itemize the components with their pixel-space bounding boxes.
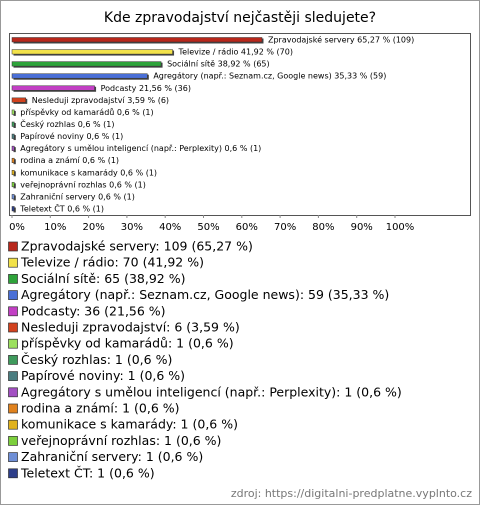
legend-label: příspěvky od kamarádů: 1 (0,6 %) bbox=[21, 336, 234, 351]
x-tick-label: 20% bbox=[82, 222, 104, 233]
bar-label: komunikace s kamarády 0,6 % (1) bbox=[20, 168, 157, 177]
source: zdroj: https://digitalni-predplatne.vypl… bbox=[231, 487, 472, 500]
legend-label: Český rozhlas: 1 (0,6 %) bbox=[21, 352, 172, 367]
legend-swatch bbox=[8, 371, 18, 381]
legend-label: Sociální sítě: 65 (38,92 %) bbox=[21, 271, 185, 286]
bar bbox=[11, 61, 162, 67]
legend-label: Televize / rádio: 70 (41,92 %) bbox=[20, 255, 204, 270]
legend-label: Agregátory (např.: Seznam.cz, Google new… bbox=[21, 287, 389, 302]
x-tick-label: 80% bbox=[312, 222, 334, 233]
legend-label: rodina a známí: 1 (0,6 %) bbox=[21, 401, 180, 416]
x-tick-label: 30% bbox=[121, 222, 143, 233]
legend-swatch bbox=[8, 274, 18, 284]
legend-label: Zpravodajské servery: 109 (65,27 %) bbox=[21, 239, 253, 254]
bar-shadow bbox=[13, 122, 16, 128]
bar bbox=[11, 133, 15, 139]
bar bbox=[11, 37, 263, 43]
bar bbox=[11, 97, 26, 103]
bar bbox=[11, 170, 15, 176]
bar bbox=[11, 206, 15, 212]
bar-label: Zpravodajské servery 65,27 % (109) bbox=[268, 35, 414, 45]
legend-swatch bbox=[8, 468, 18, 479]
bar-label: Agregátory s umělou inteligencí (např.: … bbox=[20, 144, 261, 153]
bar-label: Podcasty 21,56 % (36) bbox=[101, 84, 191, 93]
legend-label: Teletext ČT: 1 (0,6 %) bbox=[20, 465, 155, 480]
bar bbox=[11, 109, 15, 115]
bar-label: Sociální sítě 38,92 % (65) bbox=[167, 60, 270, 69]
legend-label: Zahraniční servery: 1 (0,6 %) bbox=[21, 449, 203, 464]
legend-swatch bbox=[8, 322, 18, 333]
bar-shadow bbox=[13, 171, 16, 177]
x-tick-label: 100% bbox=[386, 222, 415, 233]
bar-label: Nesleduji zpravodajství 3,59 % (6) bbox=[32, 96, 169, 105]
x-tick-label: 0% bbox=[9, 222, 25, 233]
bar bbox=[11, 157, 15, 163]
bar-shadow bbox=[13, 207, 16, 213]
bar-label: Televize / rádio 41,92 % (70) bbox=[178, 48, 293, 57]
legend-label: Podcasty: 36 (21,56 %) bbox=[21, 303, 166, 318]
bar-shadow bbox=[13, 159, 16, 165]
x-tick-label: 60% bbox=[236, 222, 258, 233]
legend-label: Nesleduji zpravodajství: 6 (3,59 %) bbox=[21, 320, 240, 335]
bar-shadow bbox=[13, 183, 16, 189]
legend-label: komunikace s kamarády: 1 (0,6 %) bbox=[21, 417, 238, 432]
legend-swatch bbox=[8, 338, 18, 349]
bar bbox=[11, 145, 15, 151]
bar-label: Zahraniční servery 0,6 % (1) bbox=[20, 191, 135, 201]
legend-swatch bbox=[8, 257, 18, 268]
legend-swatch bbox=[8, 241, 18, 252]
bar-shadow bbox=[13, 135, 16, 141]
bar bbox=[11, 49, 173, 55]
bar-label: Papírové noviny 0,6 % (1) bbox=[20, 131, 123, 141]
legend-label: veřejnoprávní rozhlas: 1 (0,6 %) bbox=[21, 433, 221, 448]
bar-shadow bbox=[13, 195, 16, 201]
bar-label: Český rozhlas 0,6 % (1) bbox=[20, 118, 114, 129]
x-tick-label: 10% bbox=[44, 222, 66, 233]
bar bbox=[11, 194, 15, 200]
chart-title: Kde zpravodajství nejčastěji sledujete? bbox=[104, 10, 376, 26]
legend-swatch bbox=[8, 419, 18, 430]
x-tick-label: 90% bbox=[351, 222, 373, 233]
legend-swatch bbox=[8, 452, 18, 462]
legend-swatch bbox=[8, 290, 18, 300]
legend-swatch bbox=[8, 355, 18, 365]
bar bbox=[11, 85, 95, 91]
bar-label: příspěvky od kamarádů 0,6 % (1) bbox=[20, 107, 153, 117]
bar-label: Agregátory (např.: Seznam.cz, Google new… bbox=[153, 72, 386, 81]
bar bbox=[11, 182, 15, 188]
legend-swatch bbox=[8, 387, 18, 398]
bar bbox=[11, 73, 148, 79]
bar-label: Teletext ČT 0,6 % (1) bbox=[19, 202, 104, 213]
bar-label: rodina a známí 0,6 % (1) bbox=[20, 156, 119, 165]
bar-shadow bbox=[13, 110, 16, 116]
bar-shadow bbox=[13, 147, 16, 153]
legend-swatch bbox=[8, 436, 18, 446]
legend-label: Agregátory s umělou inteligencí (např.: … bbox=[21, 384, 402, 399]
bar-label: veřejnoprávní rozhlas 0,6 % (1) bbox=[20, 180, 146, 189]
legend-swatch bbox=[8, 403, 18, 414]
legend-label: Papírové noviny: 1 (0,6 %) bbox=[21, 368, 185, 383]
bar bbox=[11, 121, 15, 127]
x-tick-label: 50% bbox=[197, 222, 219, 233]
legend-swatch bbox=[8, 306, 18, 317]
x-tick-label: 40% bbox=[159, 222, 181, 233]
x-tick-label: 70% bbox=[274, 222, 296, 233]
